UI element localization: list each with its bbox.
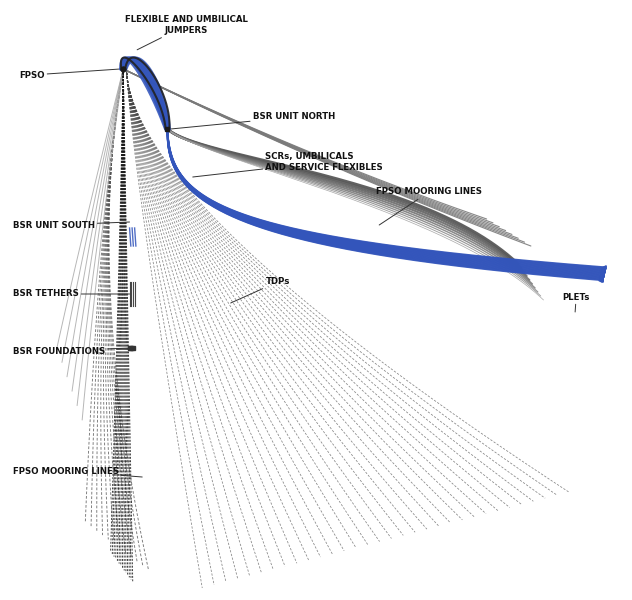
Text: FPSO MOORING LINES: FPSO MOORING LINES	[376, 187, 482, 225]
Text: BSR UNIT NORTH: BSR UNIT NORTH	[171, 112, 335, 129]
Text: BSR FOUNDATIONS: BSR FOUNDATIONS	[13, 346, 130, 355]
Text: SCRs, UMBILICALS
AND SERVICE FLEXIBLES: SCRs, UMBILICALS AND SERVICE FLEXIBLES	[193, 152, 383, 177]
Text: PLETs: PLETs	[562, 292, 590, 312]
Text: FPSO MOORING LINES: FPSO MOORING LINES	[13, 467, 142, 477]
Text: FPSO: FPSO	[19, 69, 120, 79]
Text: BSR UNIT SOUTH: BSR UNIT SOUTH	[13, 220, 130, 229]
Text: TDPs: TDPs	[231, 277, 290, 303]
Text: FLEXIBLE AND UMBILICAL
JUMPERS: FLEXIBLE AND UMBILICAL JUMPERS	[125, 16, 248, 50]
Text: BSR TETHERS: BSR TETHERS	[13, 289, 130, 298]
